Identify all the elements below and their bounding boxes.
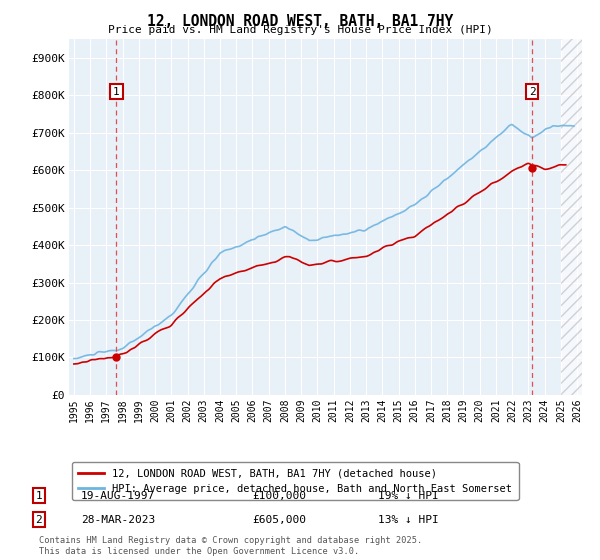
- Text: 13% ↓ HPI: 13% ↓ HPI: [378, 515, 439, 525]
- Text: 2: 2: [35, 515, 43, 525]
- Bar: [561, 39, 582, 395]
- Text: 12, LONDON ROAD WEST, BATH, BA1 7HY: 12, LONDON ROAD WEST, BATH, BA1 7HY: [147, 14, 453, 29]
- Text: Contains HM Land Registry data © Crown copyright and database right 2025.
This d: Contains HM Land Registry data © Crown c…: [39, 536, 422, 556]
- Text: 2: 2: [529, 87, 536, 97]
- Text: 19% ↓ HPI: 19% ↓ HPI: [378, 491, 439, 501]
- Text: Price paid vs. HM Land Registry's House Price Index (HPI): Price paid vs. HM Land Registry's House …: [107, 25, 493, 35]
- Text: £100,000: £100,000: [252, 491, 306, 501]
- Text: 28-MAR-2023: 28-MAR-2023: [81, 515, 155, 525]
- Legend: 12, LONDON ROAD WEST, BATH, BA1 7HY (detached house), HPI: Average price, detach: 12, LONDON ROAD WEST, BATH, BA1 7HY (det…: [71, 462, 518, 500]
- Text: £605,000: £605,000: [252, 515, 306, 525]
- Text: 1: 1: [113, 87, 120, 97]
- Text: 19-AUG-1997: 19-AUG-1997: [81, 491, 155, 501]
- Bar: [561, 39, 582, 395]
- Text: 1: 1: [35, 491, 43, 501]
